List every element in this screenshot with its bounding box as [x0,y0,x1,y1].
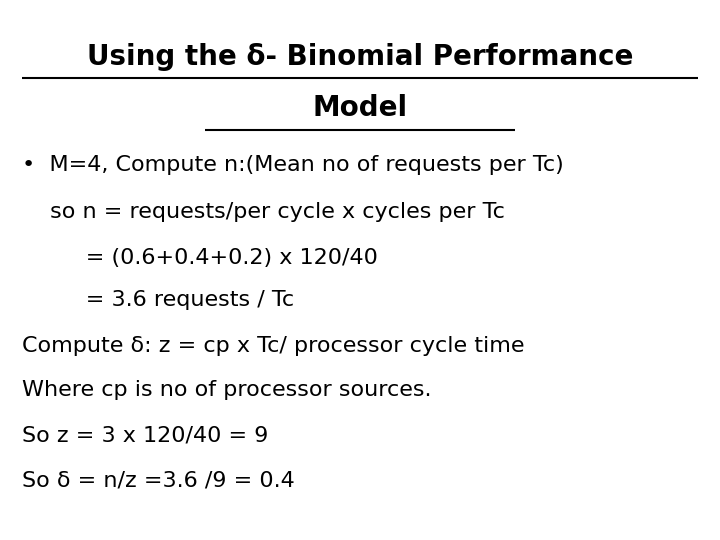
Text: Compute δ: z = cp x Tc/ processor cycle time: Compute δ: z = cp x Tc/ processor cycle … [22,335,524,356]
Text: = 3.6 requests / Tc: = 3.6 requests / Tc [43,289,294,310]
Text: Model: Model [312,94,408,122]
Text: Where cp is no of processor sources.: Where cp is no of processor sources. [22,380,431,401]
Text: •  M=4, Compute n:(Mean no of requests per Tc): • M=4, Compute n:(Mean no of requests pe… [22,154,563,175]
Text: So z = 3 x 120/40 = 9: So z = 3 x 120/40 = 9 [22,426,268,446]
Text: So δ = n/z =3.6 /9 = 0.4: So δ = n/z =3.6 /9 = 0.4 [22,470,294,491]
Text: so n = requests/per cycle x cycles per Tc: so n = requests/per cycle x cycles per T… [43,201,505,222]
Text: = (0.6+0.4+0.2) x 120/40: = (0.6+0.4+0.2) x 120/40 [43,247,378,268]
Text: Using the δ- Binomial Performance: Using the δ- Binomial Performance [87,43,633,71]
